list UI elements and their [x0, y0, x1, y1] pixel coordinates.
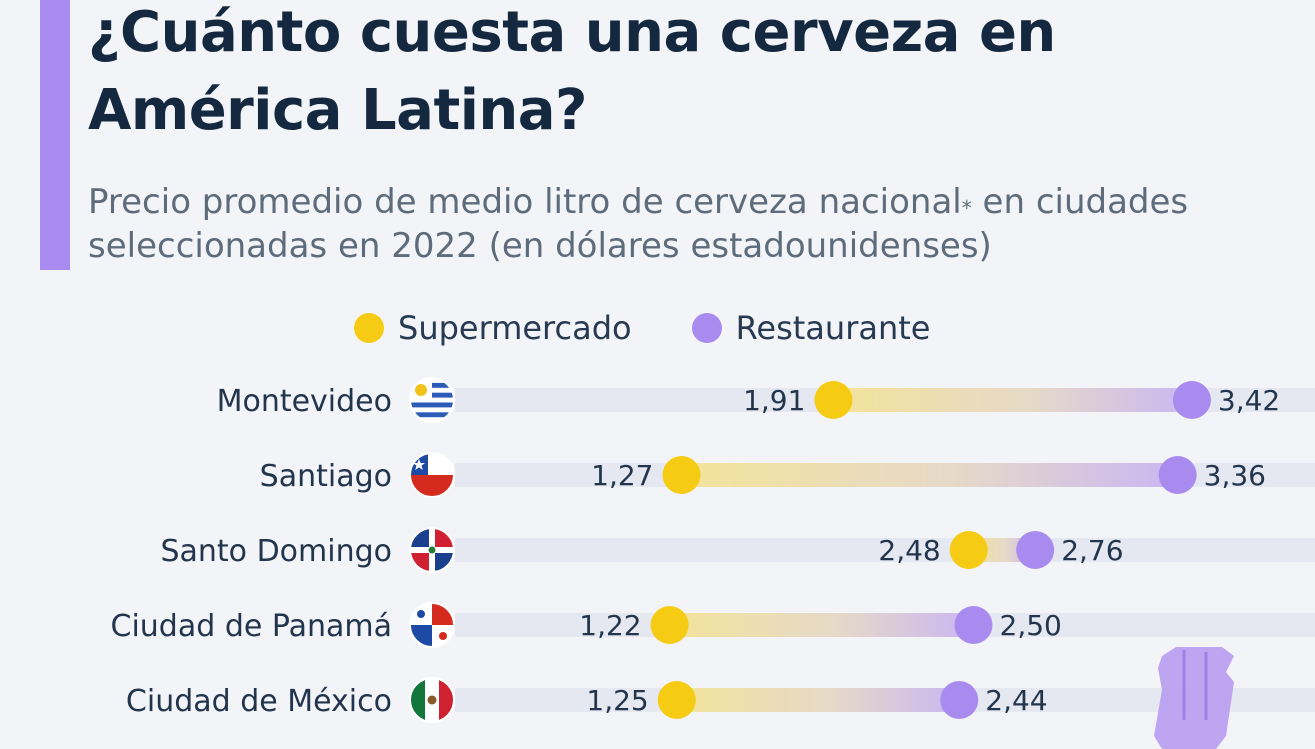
restaurante-point [1158, 456, 1197, 494]
supermercado-point [657, 681, 696, 719]
legend-label-supermercado: Supermercado [398, 309, 632, 347]
restaurante-value-label: 3,36 [1204, 459, 1266, 492]
chart-row-santo-domingo: Santo Domingo 2,48 2,76 [160, 527, 1315, 573]
accent-bar [40, 0, 70, 270]
city-label: Ciudad de Panamá [111, 609, 392, 644]
supermercado-value-label: 1,25 [586, 684, 648, 717]
city-label: Ciudad de México [126, 684, 392, 719]
mexico-flag-icon [409, 677, 455, 723]
restaurante-point [940, 681, 979, 719]
restaurante-point [1016, 531, 1055, 569]
restaurante-value-label: 2,76 [1061, 534, 1123, 567]
decorative-glass-illustration [1154, 647, 1234, 749]
chart-row-santiago: Santiago 1,27 3,36 [260, 452, 1315, 498]
subtitle-text-end: en ciudades seleccionadas en 2022 (en dó… [88, 182, 1189, 266]
supermercado-point [662, 456, 701, 494]
subtitle-footnote-mark: * [961, 196, 972, 220]
legend-item-supermercado: Supermercado [354, 309, 632, 347]
chart-row-ciudad-de-mexico: Ciudad de México 1,25 2,44 [126, 677, 1315, 723]
legend: Supermercado Restaurante [354, 308, 990, 348]
dumbbell-connector [681, 463, 1178, 487]
restaurante-point [954, 606, 993, 644]
city-label: Montevideo [217, 384, 392, 419]
chart-row-ciudad-de-panama: Ciudad de Panamá 1,22 2,50 [111, 602, 1315, 648]
chart-row-montevideo: Montevideo 1,91 3,42 [217, 377, 1315, 423]
uruguay-flag-icon [409, 377, 455, 423]
restaurante-value-label: 2,44 [985, 684, 1047, 717]
supermercado-point [650, 606, 689, 644]
subtitle-text: Precio promedio de medio litro de cervez… [88, 182, 962, 222]
row-track [455, 538, 1315, 562]
legend-dot-restaurante [691, 313, 722, 343]
restaurante-value-label: 3,42 [1218, 384, 1280, 417]
supermercado-value-label: 1,27 [591, 459, 653, 492]
city-label: Santiago [260, 459, 392, 494]
supermercado-point [949, 531, 988, 569]
restaurante-point [1172, 381, 1211, 419]
supermercado-value-label: 2,48 [878, 534, 940, 567]
dumbbell-connector [676, 688, 960, 712]
chart-subtitle: Precio promedio de medio litro de cervez… [88, 180, 1308, 268]
dumbbell-connector [669, 613, 974, 637]
legend-dot-supermercado [354, 313, 384, 343]
dominican-republic-flag-icon [409, 527, 455, 573]
chile-flag-icon [409, 452, 455, 498]
city-label: Santo Domingo [160, 534, 392, 569]
chart-title: ¿Cuánto cuesta una cerveza en América La… [88, 0, 1056, 143]
legend-item-restaurante: Restaurante [691, 309, 931, 347]
legend-label-restaurante: Restaurante [735, 309, 931, 347]
restaurante-value-label: 2,50 [1000, 609, 1062, 642]
supermercado-point [814, 381, 853, 419]
dumbbell-connector [833, 388, 1192, 412]
panama-flag-icon [409, 602, 455, 648]
supermercado-value-label: 1,91 [743, 384, 805, 417]
supermercado-value-label: 1,22 [579, 609, 641, 642]
